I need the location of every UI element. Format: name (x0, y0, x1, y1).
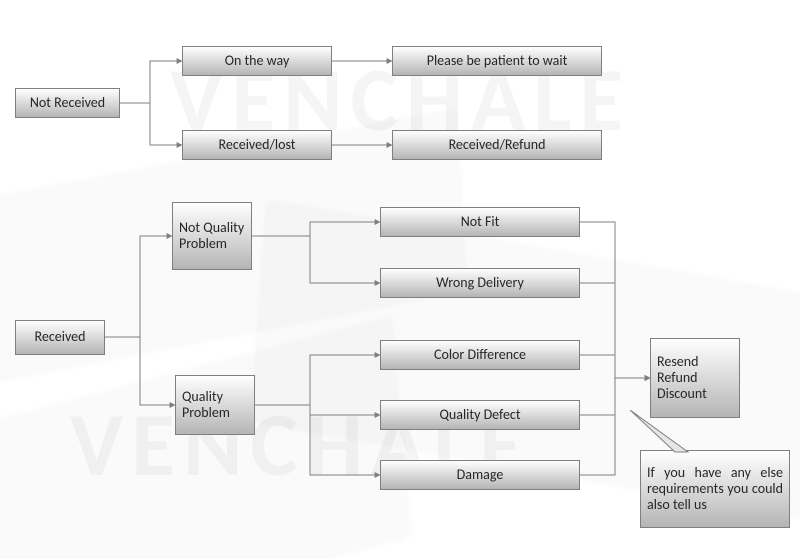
node-quality-problem: Quality Problem (175, 375, 255, 435)
node-not-quality-problem: Not Quality Problem (172, 202, 252, 270)
edge-not_qp-to-not_fit (252, 222, 380, 236)
node-not-fit: Not Fit (380, 207, 580, 237)
node-on-the-way: On the way (182, 46, 332, 76)
background-shard (0, 319, 409, 559)
edge-received-to-qp (105, 337, 175, 405)
edge-not_fit-to-resend (580, 222, 650, 378)
edge-color_diff-to-resend (580, 355, 650, 378)
callout-requirements: If you have any else requirements you co… (640, 450, 790, 528)
node-received: Received (15, 320, 105, 355)
node-wrong-delivery: Wrong Delivery (380, 268, 580, 298)
node-please-be-patient: Please be patient to wait (392, 46, 602, 76)
edge-quality_defect-to-resend (580, 378, 650, 415)
edge-not_received-to-on_the_way (120, 61, 182, 103)
edge-not_received-to-received_lost (120, 103, 182, 145)
edge-qp-to-color_diff (255, 355, 380, 405)
node-not-received: Not Received (15, 88, 120, 118)
edge-qp-to-damage (255, 405, 380, 475)
edge-qp-to-quality_defect (255, 405, 380, 415)
edge-received-to-not_qp (105, 236, 172, 337)
node-quality-defect: Quality Defect (380, 400, 580, 430)
node-color-difference: Color Difference (380, 340, 580, 370)
edge-not_qp-to-wrong_delivery (252, 236, 380, 283)
node-resend-refund-discount: Resend Refund Discount (650, 338, 740, 418)
node-received-lost: Received/lost (182, 130, 332, 160)
node-received-refund: Received/Refund (392, 130, 602, 160)
node-damage: Damage (380, 460, 580, 490)
edge-wrong_delivery-to-resend (580, 283, 650, 378)
